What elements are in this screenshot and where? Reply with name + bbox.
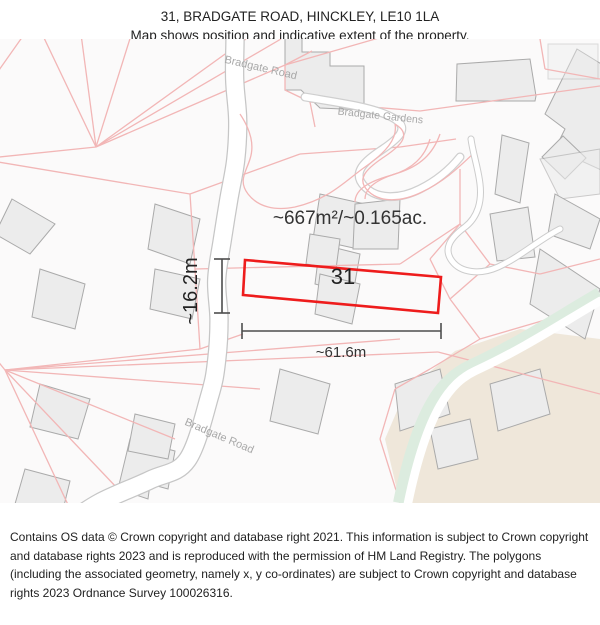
svg-text:~667m²/~0.165ac.: ~667m²/~0.165ac. bbox=[273, 208, 427, 229]
svg-text:31: 31 bbox=[331, 264, 355, 289]
svg-text:~61.6m: ~61.6m bbox=[316, 344, 366, 361]
svg-text:~16.2m: ~16.2m bbox=[180, 257, 202, 324]
